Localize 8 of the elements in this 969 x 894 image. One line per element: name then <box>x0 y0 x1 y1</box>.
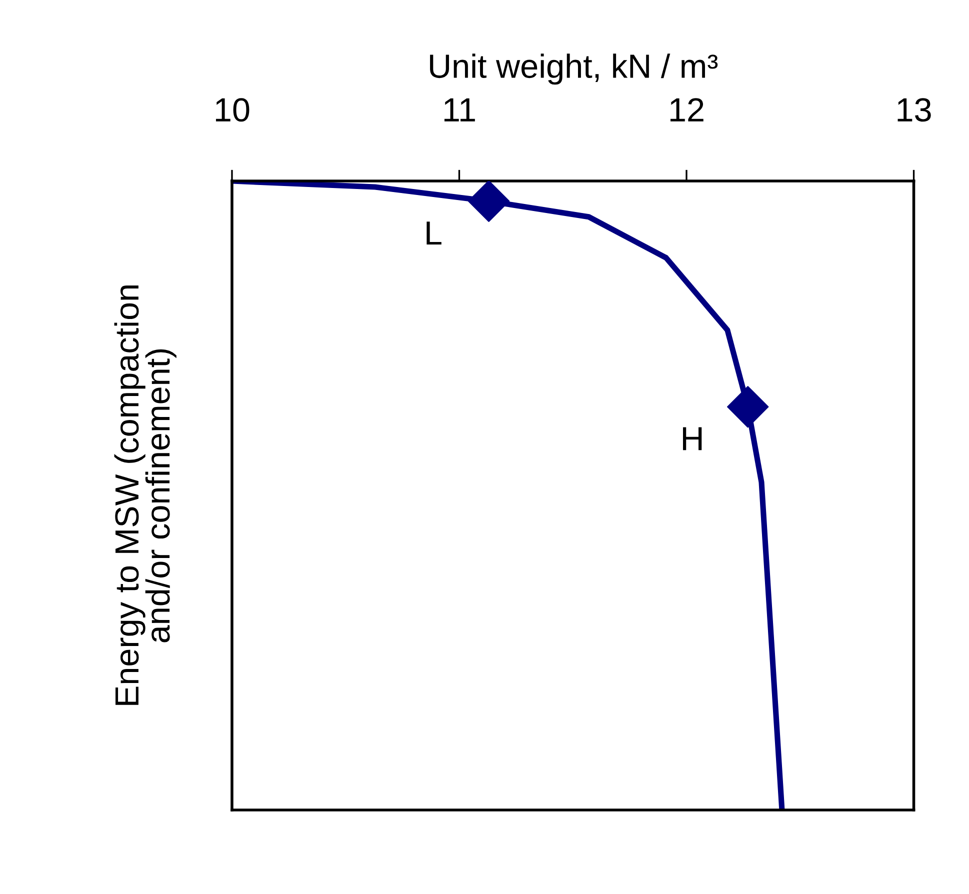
x-axis-title: Unit weight, kN / m³ <box>430 54 718 85</box>
annotation: H <box>683 427 702 450</box>
x-tick-label: 10 <box>216 98 250 122</box>
x-tick-label: 12 <box>670 98 704 122</box>
annotation: L <box>426 222 442 245</box>
y-axis-title: Energy to MSW (compaction and/or confinement) <box>114 286 176 705</box>
x-tick-label: 13 <box>898 98 931 122</box>
x-tick-label: 11 <box>444 98 475 122</box>
